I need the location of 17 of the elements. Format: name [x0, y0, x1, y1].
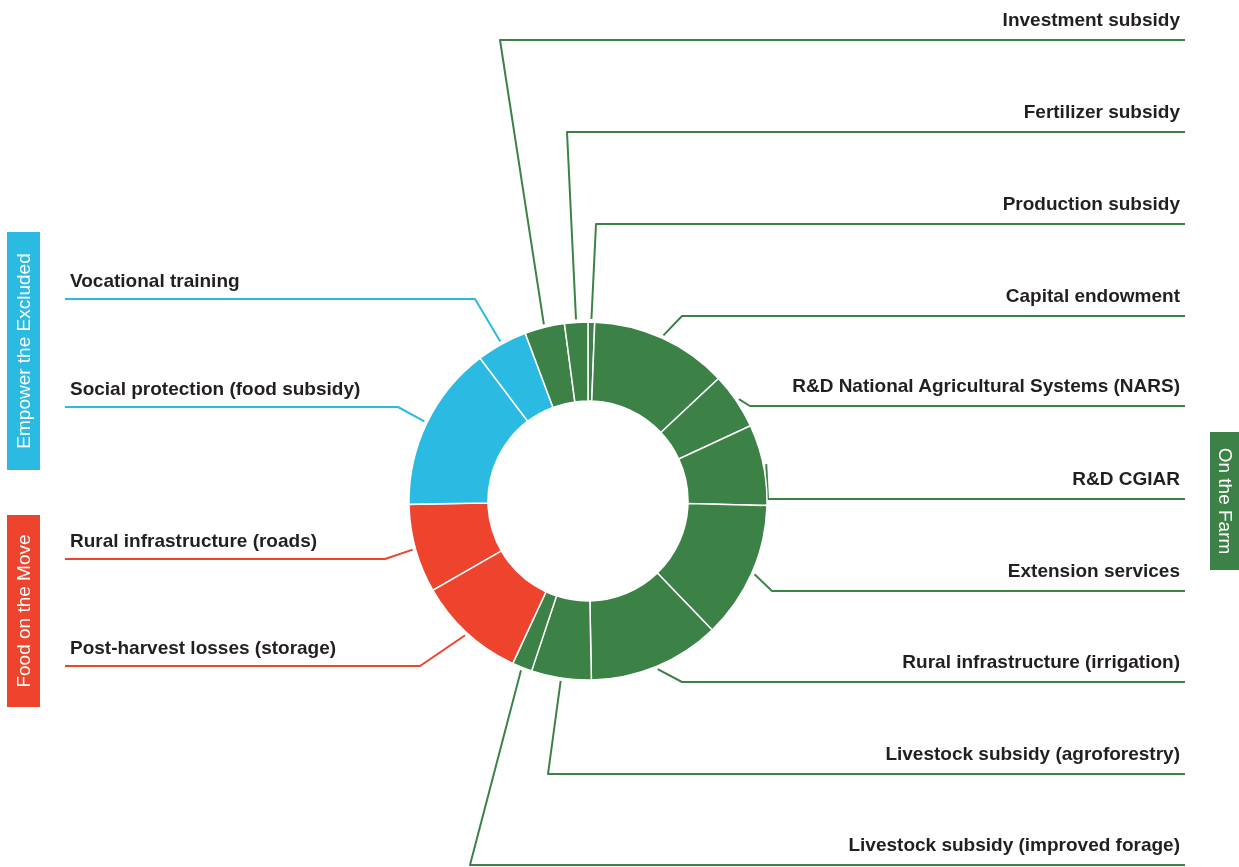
slice-label: Vocational training: [70, 270, 240, 291]
slice-label: Extension services: [1007, 560, 1180, 581]
slice-label: Social protection (food subsidy): [70, 378, 361, 399]
slice-label: R&D CGIAR: [1072, 468, 1181, 489]
slice-label: Investment subsidy: [1002, 9, 1181, 30]
text: Empower the Excluded: [12, 253, 34, 449]
slice-label: Livestock subsidy (improved forage): [848, 834, 1180, 855]
slice-label: Production subsidy: [1002, 193, 1181, 214]
text: On the Farm: [1214, 447, 1236, 555]
slice-label: Livestock subsidy (agroforestry): [885, 743, 1180, 764]
slice-label: Fertilizer subsidy: [1023, 101, 1181, 122]
slice-label: Capital endowment: [1005, 285, 1181, 306]
text: Food on the Move: [12, 534, 34, 688]
slice-label: Post-harvest losses (storage): [70, 637, 337, 658]
slice-label: Rural infrastructure (irrigation): [902, 651, 1180, 672]
slice-label: Rural infrastructure (roads): [70, 530, 318, 551]
slice-label: R&D National Agricultural Systems (NARS): [792, 375, 1180, 396]
